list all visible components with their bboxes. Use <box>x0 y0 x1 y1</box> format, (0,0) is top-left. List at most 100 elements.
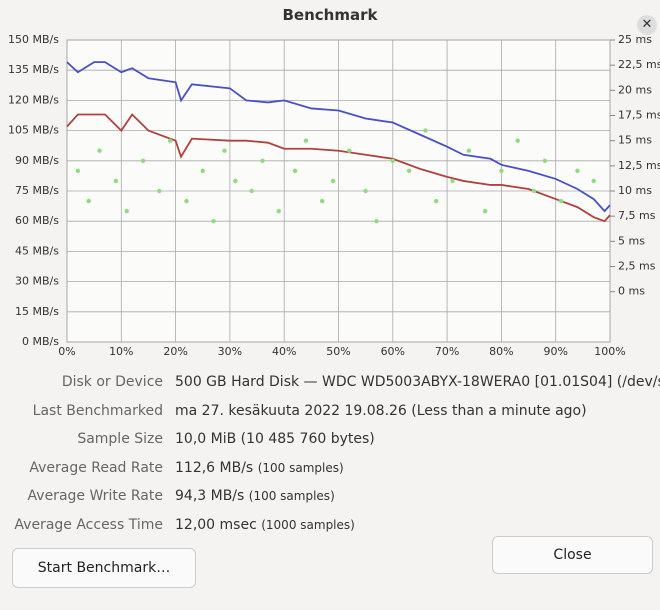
access-time-point <box>542 158 548 163</box>
y2-tick-label: 17,5 ms <box>618 109 660 122</box>
access-time-point <box>363 188 368 194</box>
info-note: (100 samples) <box>248 489 335 503</box>
y2-tick-label: 25 ms <box>618 33 652 46</box>
info-row: Sample Size 10,0 MiB (10 485 760 bytes) <box>0 431 660 453</box>
info-value: ma 27. kesäkuuta 2022 19.08.26 (Less tha… <box>175 402 587 419</box>
x-tick-label: 10% <box>109 345 133 358</box>
info-row: Average Write Rate 94,3 MB/s (100 samples… <box>0 488 660 510</box>
y2-tick-label: 5 ms <box>618 234 645 247</box>
y-tick-label: 45 MB/s <box>15 244 59 257</box>
x-tick-label: 30% <box>218 345 242 358</box>
access-time-point <box>390 158 395 163</box>
x-tick-label: 70% <box>435 345 459 358</box>
info-value-group: 112,6 MB/s (100 samples) <box>175 460 344 476</box>
y-tick-label: 135 MB/s <box>8 63 59 76</box>
window-title: Benchmark <box>282 6 378 24</box>
access-time-point <box>499 168 504 174</box>
access-time-point <box>406 168 412 174</box>
y2-tick-label: 22,5 ms <box>618 58 660 71</box>
x-tick-label: 80% <box>489 345 513 358</box>
close-icon[interactable]: ✕ <box>637 15 657 35</box>
info-label: Sample Size <box>77 431 163 447</box>
y2-tick-label: 15 ms <box>618 134 652 147</box>
access-time-point <box>330 178 336 184</box>
close-button[interactable]: Close <box>492 536 653 574</box>
access-time-point <box>140 158 146 163</box>
access-time-point <box>575 168 580 174</box>
access-time-point <box>466 148 472 153</box>
x-tick-label: 100% <box>594 345 625 358</box>
access-time-point <box>249 188 254 194</box>
access-time-point <box>450 178 455 184</box>
info-value: 10,0 MiB (10 485 760 bytes) <box>175 431 375 447</box>
access-time-point <box>97 148 102 153</box>
start-button[interactable]: Start Benchmark… <box>12 548 196 588</box>
info-row: Disk or Device 500 GB Hard Disk — WDC WD5… <box>0 374 660 396</box>
x-tick-label: 90% <box>543 345 567 358</box>
y2-tick-label: 2,5 ms <box>618 260 656 273</box>
info-value-group: 10,0 MiB (10 485 760 bytes) <box>175 431 375 447</box>
access-time-point <box>167 138 173 143</box>
y-tick-label: 0 MB/s <box>22 335 59 348</box>
info-value-group: 500 GB Hard Disk — WDC WD5003ABYX-18WERA… <box>175 374 660 390</box>
access-time-point <box>303 138 309 143</box>
y2-tick-label: 7,5 ms <box>618 209 656 222</box>
info-value-group: 94,3 MB/s (100 samples) <box>175 488 335 504</box>
access-time-point <box>558 198 564 204</box>
y-tick-label: 75 MB/s <box>15 184 59 197</box>
access-time-point <box>531 188 537 194</box>
x-tick-label: 0% <box>58 345 75 358</box>
access-time-point <box>124 208 129 214</box>
access-time-point <box>374 219 379 224</box>
y2-tick-label: 20 ms <box>618 83 652 96</box>
info-value: 112,6 MB/s <box>175 459 254 476</box>
info-value: 12,00 msec <box>175 516 257 533</box>
info-value: 500 GB Hard Disk — WDC WD5003ABYX-18WERA… <box>175 374 660 390</box>
access-time-point <box>482 208 488 214</box>
info-label: Last Benchmarked <box>32 402 163 419</box>
info-value: 94,3 MB/s <box>175 488 245 504</box>
access-time-point <box>157 188 162 194</box>
y-tick-label: 150 MB/s <box>8 33 59 46</box>
y-tick-label: 120 MB/s <box>8 93 59 106</box>
access-time-point <box>75 168 81 174</box>
access-time-point <box>184 198 189 204</box>
y2-tick-label: 0 ms <box>618 285 645 298</box>
y2-tick-label: 10 ms <box>618 184 652 197</box>
rate-line <box>66 113 611 223</box>
rate-line <box>66 61 611 213</box>
x-tick-label: 40% <box>272 345 296 358</box>
y-tick-label: 90 MB/s <box>15 154 59 167</box>
info-label: Disk or Device <box>61 374 163 390</box>
info-value-group: 12,00 msec (1000 samples) <box>175 517 355 533</box>
access-time-point <box>347 148 352 153</box>
x-tick-label: 20% <box>163 345 187 358</box>
y-tick-label: 30 MB/s <box>15 275 59 288</box>
info-row: Average Access Time 12,00 msec (1000 samp… <box>0 517 660 539</box>
access-time-point <box>200 168 205 174</box>
access-time-point <box>276 208 281 214</box>
info-note: (1000 samples) <box>261 517 355 532</box>
access-time-point <box>423 128 428 133</box>
y-tick-label: 60 MB/s <box>15 214 59 227</box>
access-time-point <box>320 198 325 204</box>
access-time-point <box>292 168 298 174</box>
access-time-point <box>515 138 520 143</box>
access-time-point <box>86 198 91 204</box>
info-row: Average Read Rate 112,6 MB/s (100 samples… <box>0 460 660 482</box>
access-time-point <box>434 198 439 204</box>
access-time-point <box>233 178 238 184</box>
access-time-point <box>211 219 216 224</box>
access-time-point <box>222 148 227 153</box>
access-time-point <box>113 178 119 184</box>
info-label: Average Write Rate <box>27 488 163 504</box>
info-value-group: ma 27. kesäkuuta 2022 19.08.26 (Less tha… <box>175 403 587 419</box>
y-tick-label: 105 MB/s <box>8 124 59 137</box>
chart: 0% 10% 20% 30% 40% 50% 60% 70% 80% 90% 100% 0 MB/s 1… <box>8 33 660 358</box>
x-tick-label: 60% <box>381 345 405 358</box>
info-note: (100 samples) <box>257 460 344 475</box>
access-time-point <box>591 178 596 184</box>
info-label: Average Access Time <box>14 516 163 533</box>
y2-tick-label: 12,5 ms <box>618 159 660 172</box>
